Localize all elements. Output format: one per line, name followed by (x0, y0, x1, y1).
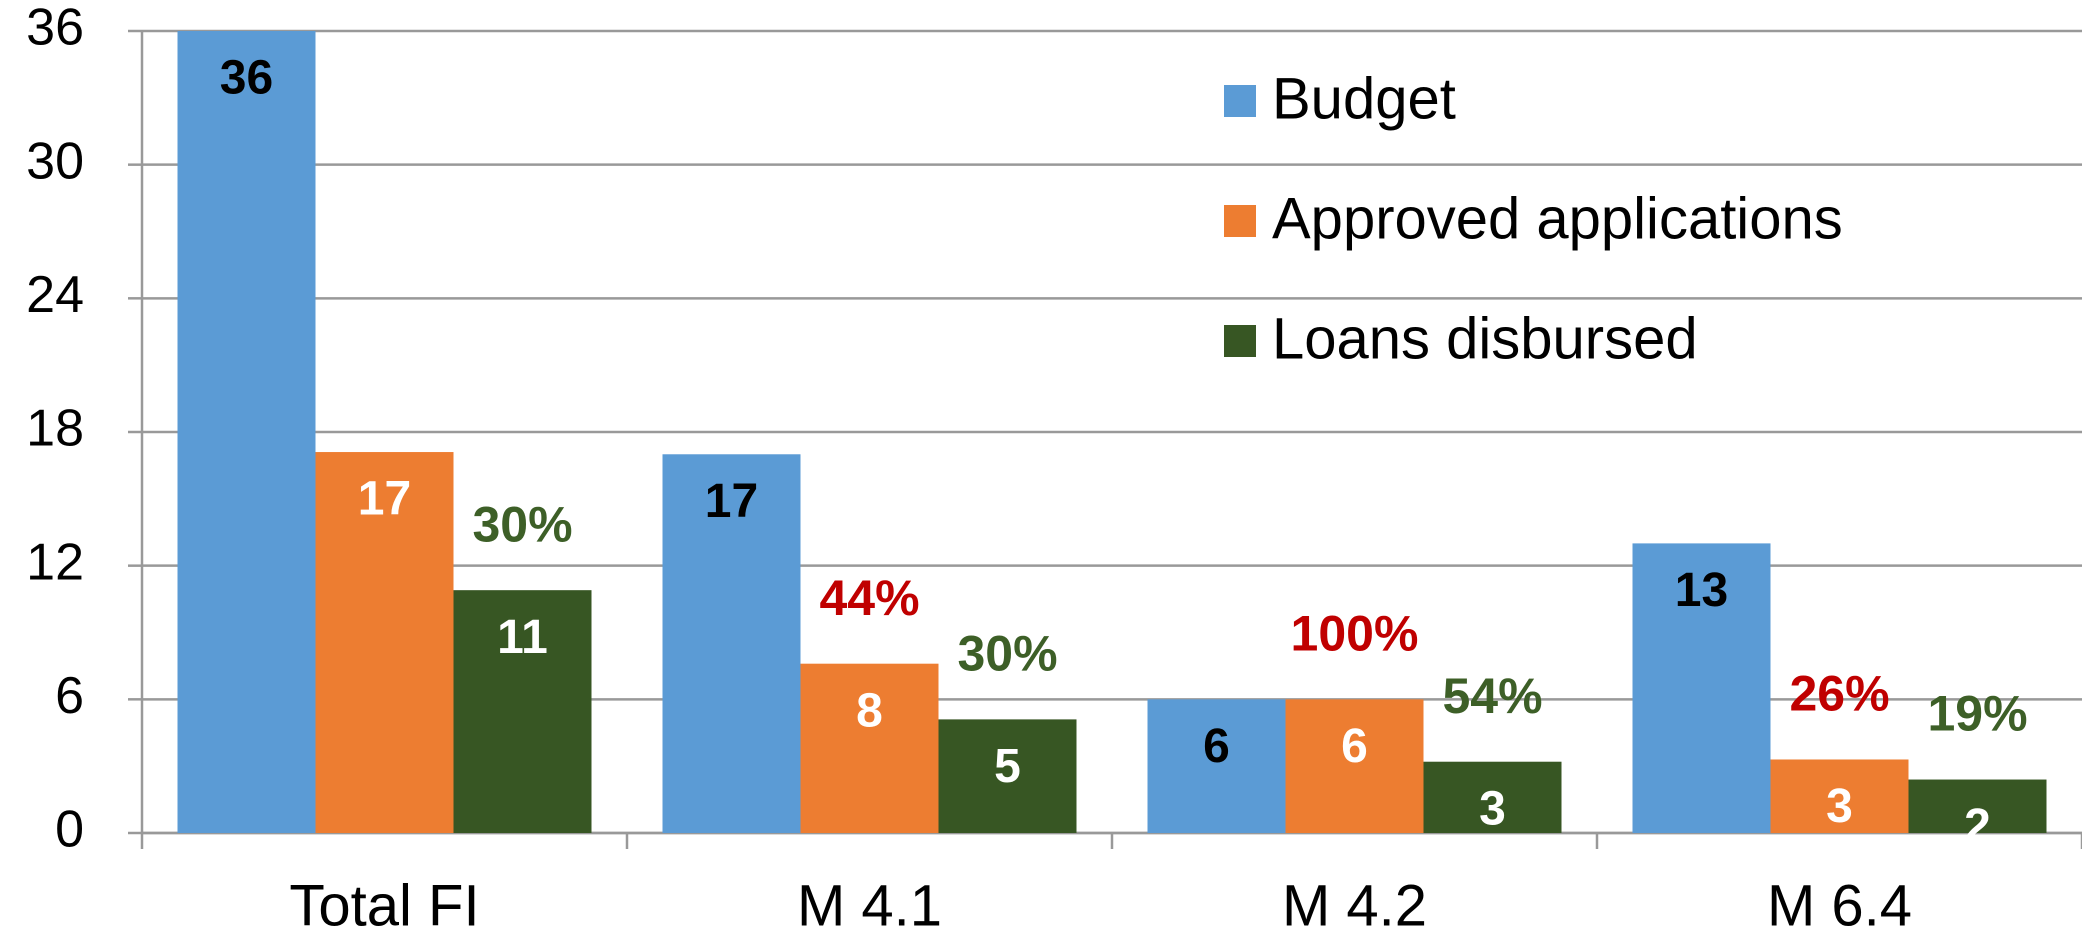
value-label: 6 (1203, 720, 1230, 773)
bar (177, 31, 316, 833)
legend-swatch (1224, 85, 1256, 117)
y-tick-label: 0 (55, 801, 84, 859)
percent-label: 26% (1789, 666, 1889, 722)
value-label: 2 (1964, 800, 1991, 853)
percent-label: 30% (472, 496, 572, 552)
value-label: 3 (1826, 780, 1853, 833)
x-tick-label: M 4.1 (797, 873, 942, 937)
percent-label: 19% (1927, 686, 2027, 742)
value-label: 13 (1675, 564, 1728, 617)
x-tick-label: M 4.2 (1282, 873, 1427, 937)
bar (1423, 761, 1562, 833)
value-label: 3 (1479, 782, 1506, 835)
value-label: 17 (705, 475, 758, 528)
value-label: 5 (994, 740, 1021, 793)
value-label: 36 (220, 52, 273, 105)
percent-label: 30% (957, 626, 1057, 682)
y-tick-label: 24 (26, 266, 84, 324)
value-label: 11 (497, 611, 548, 664)
bar (1770, 759, 1909, 833)
legend-label: Budget (1272, 66, 1456, 131)
y-tick-label: 18 (26, 400, 84, 458)
legend-swatch (1224, 325, 1256, 357)
value-label: 17 (358, 473, 411, 526)
bar (453, 590, 592, 833)
legend-label: Loans disbursed (1272, 306, 1698, 371)
bar (315, 452, 454, 833)
legend-swatch (1224, 205, 1256, 237)
bar (1285, 699, 1424, 833)
bar (938, 719, 1077, 833)
y-tick-label: 30 (26, 132, 84, 190)
bar (1908, 779, 2047, 833)
legend-label: Approved applications (1272, 186, 1843, 251)
x-tick-label: Total FI (289, 873, 479, 937)
y-tick-label: 36 (26, 0, 84, 57)
value-label: 8 (856, 684, 883, 737)
bar (662, 454, 801, 833)
bar (1147, 699, 1286, 833)
y-tick-label: 6 (55, 667, 84, 725)
x-tick-label: M 6.4 (1767, 873, 1912, 937)
percent-label: 54% (1442, 668, 1542, 724)
percent-label: 44% (819, 570, 919, 626)
bar (1632, 543, 1771, 833)
percent-label: 100% (1291, 606, 1419, 662)
y-tick-label: 12 (26, 533, 84, 591)
value-label: 6 (1341, 720, 1368, 773)
bar (800, 663, 939, 833)
